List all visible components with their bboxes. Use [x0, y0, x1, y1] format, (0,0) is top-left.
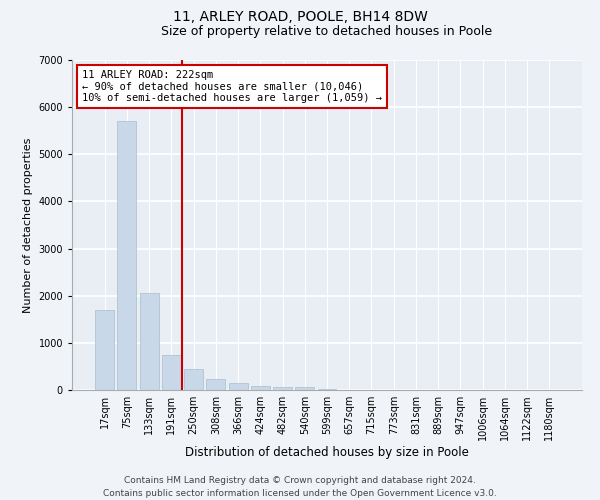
- Bar: [317, 389, 337, 390]
- Bar: [184, 369, 203, 390]
- Title: Size of property relative to detached houses in Poole: Size of property relative to detached ho…: [161, 25, 493, 38]
- Bar: [206, 379, 225, 390]
- Bar: [118, 122, 136, 390]
- Bar: [140, 294, 158, 390]
- X-axis label: Distribution of detached houses by size in Poole: Distribution of detached houses by size …: [185, 446, 469, 459]
- Text: Contains HM Land Registry data © Crown copyright and database right 2024.
Contai: Contains HM Land Registry data © Crown c…: [103, 476, 497, 498]
- Bar: [95, 310, 114, 390]
- Bar: [251, 386, 270, 390]
- Y-axis label: Number of detached properties: Number of detached properties: [23, 138, 33, 312]
- Text: 11, ARLEY ROAD, POOLE, BH14 8DW: 11, ARLEY ROAD, POOLE, BH14 8DW: [173, 10, 427, 24]
- Bar: [229, 383, 248, 390]
- Bar: [273, 387, 292, 390]
- Text: 11 ARLEY ROAD: 222sqm
← 90% of detached houses are smaller (10,046)
10% of semi-: 11 ARLEY ROAD: 222sqm ← 90% of detached …: [82, 70, 382, 103]
- Bar: [162, 354, 181, 390]
- Bar: [295, 388, 314, 390]
